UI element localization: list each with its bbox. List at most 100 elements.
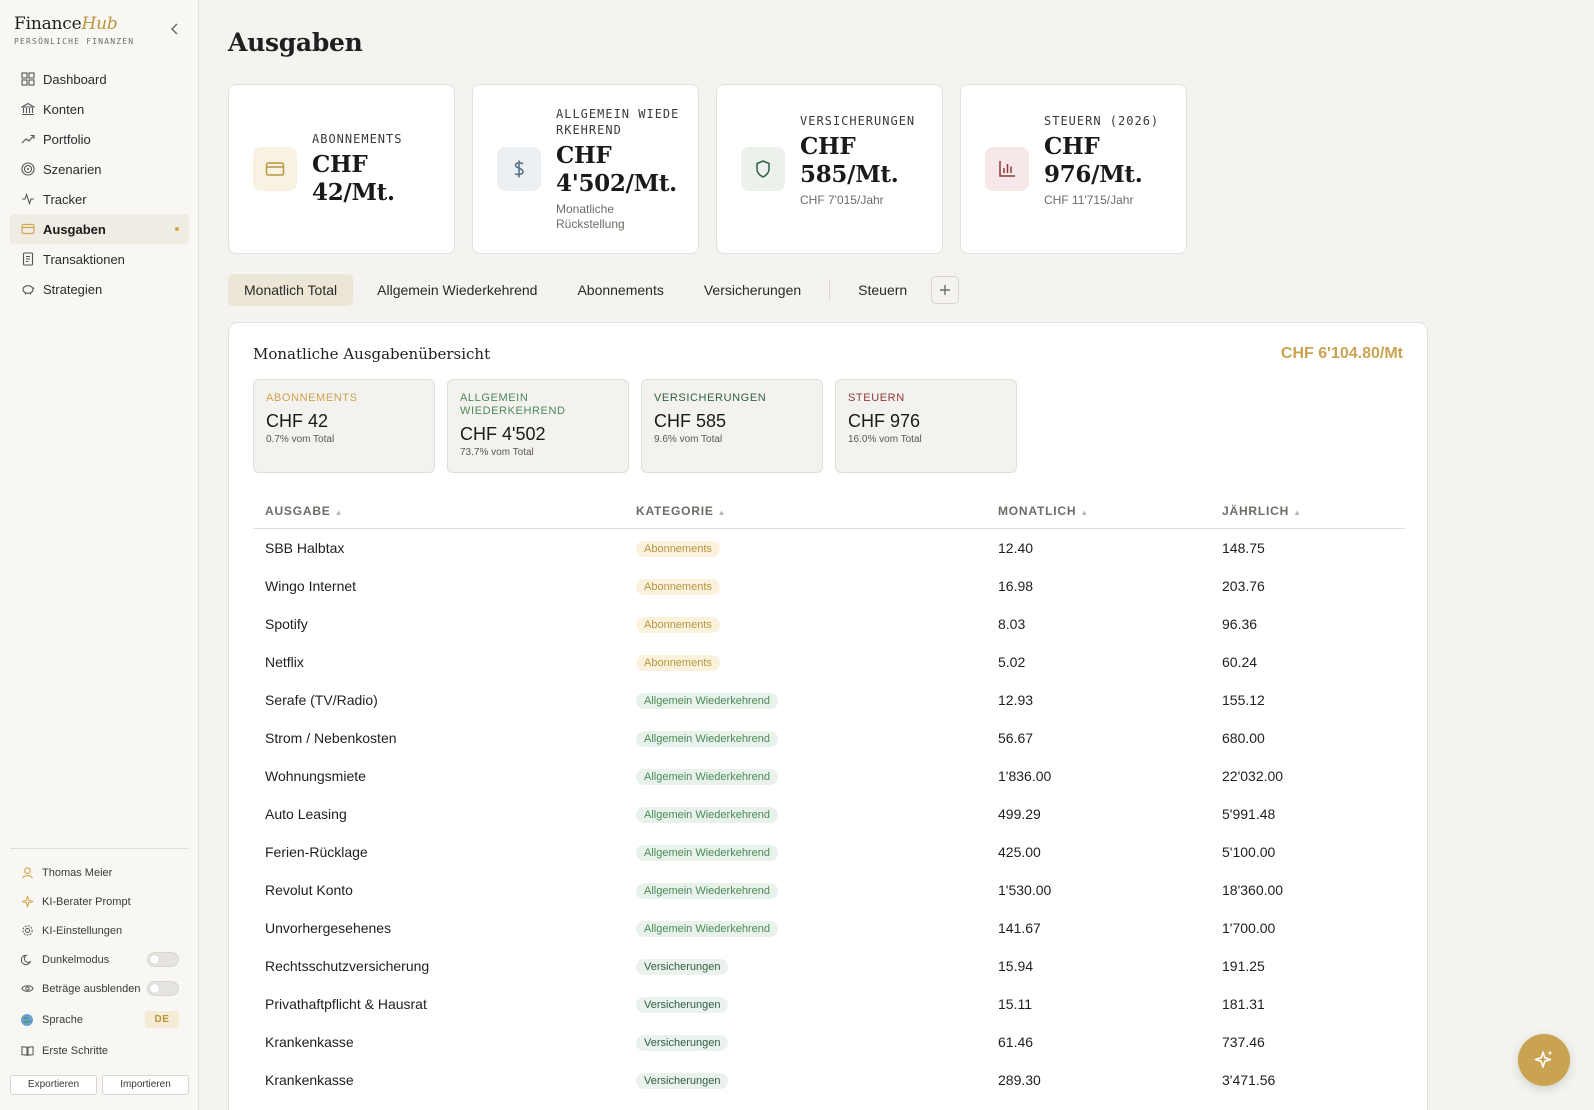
active-indicator [175,227,179,231]
getting-started-link[interactable]: Erste Schritte [10,1036,189,1065]
nav-item-ausgaben[interactable]: Ausgaben [10,214,189,244]
kpi-text: STEUERN (2026) CHF 976/Mt. CHF 11'715/Jahr [1044,113,1174,208]
expense-name: Krankenkasse [265,1072,354,1088]
bar-chart-icon [985,147,1029,191]
shield-icon [741,147,785,191]
summary-card-allgemein[interactable]: ALLGEMEIN WIEDERKEHREND CHF 4'502 73.7% vo… [447,379,629,473]
expense-name: Auto Leasing [265,806,347,822]
table-header: AUSGABE ▲ KATEGORIE ▲ MONATLICH ▲ JÄHRLICH ▲ [253,493,1405,529]
ki-prompt-link[interactable]: KI-Berater Prompt [10,887,189,916]
category-badge: Versicherungen [636,1073,729,1089]
kpi-card-abonnements[interactable]: ABONNEMENTS CHF 42/Mt. [228,84,455,254]
tab-allgemein-wiederkehrend[interactable]: Allgemein Wiederkehrend [377,282,538,298]
nav-item-label: Tracker [43,191,87,207]
table-row[interactable]: Netflix Abonnements 5.02 60.24 [253,643,1405,681]
category-badge: Abonnements [636,617,720,633]
plus-icon [940,285,951,295]
yearly-amount: 5'100.00 [1222,844,1276,860]
summary-card-abonnements[interactable]: ABONNEMENTS CHF 42 0.7% vom Total [253,379,435,473]
hide-amounts-toggle[interactable] [147,981,179,996]
category-cell: Abonnements [636,577,720,595]
import-button[interactable]: Importieren [102,1075,189,1095]
receipt-icon [21,252,35,266]
table-row[interactable]: Krankenkasse Versicherungen 61.46 737.46 [253,1023,1405,1061]
nav-item-dashboard[interactable]: Dashboard [10,64,189,94]
dark-mode-toggle[interactable] [147,952,179,967]
category-badge: Abonnements [636,541,720,557]
tab-abonnements[interactable]: Abonnements [577,282,664,298]
language-row: Sprache DE [10,1003,189,1036]
yearly-amount: 680.00 [1222,730,1265,746]
brand-logo[interactable]: FinanceHub PERSÖNLICHE FINANZEN [14,14,134,46]
collapse-sidebar-button[interactable] [168,22,182,38]
header-monatlich[interactable]: MONATLICH ▲ [998,503,1090,518]
nav-item-label: Portfolio [43,131,91,147]
ai-assistant-button[interactable] [1518,1034,1570,1086]
nav-item-transaktionen[interactable]: Transaktionen [10,244,189,274]
category-badge: Allgemein Wiederkehrend [636,921,778,937]
nav-item-szenarien[interactable]: Szenarien [10,154,189,184]
table-row[interactable]: Strom / Nebenkosten Allgemein Wiederkehre… [253,719,1405,757]
table-row[interactable]: Rechtsschutzversicherung Versicherungen 15… [253,947,1405,985]
category-badge: Allgemein Wiederkehrend [636,693,778,709]
monthly-amount: 8.03 [998,616,1026,632]
expense-name: Unvorhergesehenes [265,920,392,936]
table-row[interactable]: Revolut Konto Allgemein Wiederkehrend 1'53… [253,871,1405,909]
getting-started-label: Erste Schritte [42,1044,109,1057]
kpi-card-versicherungen[interactable]: VERSICHERUNGEN CHF 585/Mt. CHF 7'015/Jahr [716,84,943,254]
expense-name: Strom / Nebenkosten [265,730,397,746]
category-badge: Abonnements [636,579,720,595]
summary-card-versicherungen[interactable]: VERSICHERUNGEN CHF 585 9.6% vom Total [641,379,823,473]
yearly-amount: 5'991.48 [1222,806,1276,822]
nav-item-portfolio[interactable]: Portfolio [10,124,189,154]
sort-icon: ▲ [1293,507,1302,517]
nav-item-label: Strategien [43,281,103,297]
kpi-value: CHF 585/Mt. [800,133,899,188]
yearly-amount: 1'700.00 [1222,920,1276,936]
user-profile[interactable]: Thomas Meier [10,858,189,887]
monthly-amount: 289.30 [998,1072,1041,1088]
kpi-card-allgemein[interactable]: ALLGEMEIN WIEDERKEHREND CHF 4'502/Mt. Mona… [472,84,699,254]
user-name: Thomas Meier [42,866,113,879]
table-row[interactable]: Ferien-Rücklage Allgemein Wiederkehrend 42… [253,833,1405,871]
language-select[interactable]: DE [145,1011,179,1028]
ki-settings-link[interactable]: KI-Einstellungen [10,916,189,945]
table-row[interactable]: Privathaftpflicht & Hausrat Versicherunge… [253,985,1405,1023]
header-jaehrlich[interactable]: JÄHRLICH ▲ [1222,503,1302,518]
table-row[interactable]: Krankenkasse Versicherungen 289.30 3'471.56 [253,1061,1405,1099]
summary-percent: 16.0% vom Total [848,434,922,445]
kpi-value: CHF 4'502/Mt. [556,142,677,197]
nav-item-label: Dashboard [43,71,107,87]
category-cell: Versicherungen [636,1071,729,1089]
header-ausgabe[interactable]: AUSGABE ▲ [265,503,344,518]
category-badge: Abonnements [636,655,720,671]
table-row[interactable]: SBB Halbtax Abonnements 12.40 148.75 [253,529,1405,567]
add-tab-button[interactable] [931,276,960,304]
category-badge: Versicherungen [636,1035,729,1051]
table-row[interactable]: Wingo Internet Abonnements 16.98 203.76 [253,567,1405,605]
yearly-amount: 96.36 [1222,616,1258,632]
category-cell: Versicherungen [636,1033,729,1051]
nav-item-strategien[interactable]: Strategien [10,274,189,304]
nav-item-konten[interactable]: Konten [10,94,189,124]
category-badge: Allgemein Wiederkehrend [636,845,778,861]
tab-versicherungen[interactable]: Versicherungen [703,282,802,298]
summary-card-steuern[interactable]: STEUERN CHF 976 16.0% vom Total [835,379,1017,473]
export-button[interactable]: Exportieren [10,1075,97,1095]
table-row[interactable]: Wohnungsmiete Allgemein Wiederkehrend 1'83… [253,757,1405,795]
expense-name: Revolut Konto [265,882,353,898]
table-row[interactable]: Unvorhergesehenes Allgemein Wiederkehrend… [253,909,1405,947]
piggy-icon [21,282,35,296]
kpi-card-steuern[interactable]: STEUERN (2026) CHF 976/Mt. CHF 11'715/Jahr [960,84,1187,254]
expense-name: Netflix [265,654,304,670]
header-kategorie[interactable]: KATEGORIE ▲ [636,503,727,518]
yearly-amount: 3'471.56 [1222,1072,1276,1088]
nav-item-tracker[interactable]: Tracker [10,184,189,214]
table-row[interactable]: Spotify Abonnements 8.03 96.36 [253,605,1405,643]
category-cell: Abonnements [636,615,720,633]
tab-steuern[interactable]: Steuern [858,282,908,298]
kpi-label: STEUERN (2026) [1044,114,1160,128]
tab-monatlich-total[interactable]: Monatlich Total [228,274,354,306]
table-row[interactable]: Auto Leasing Allgemein Wiederkehrend 499.2… [253,795,1405,833]
table-row[interactable]: Serafe (TV/Radio) Allgemein Wiederkehrend… [253,681,1405,719]
